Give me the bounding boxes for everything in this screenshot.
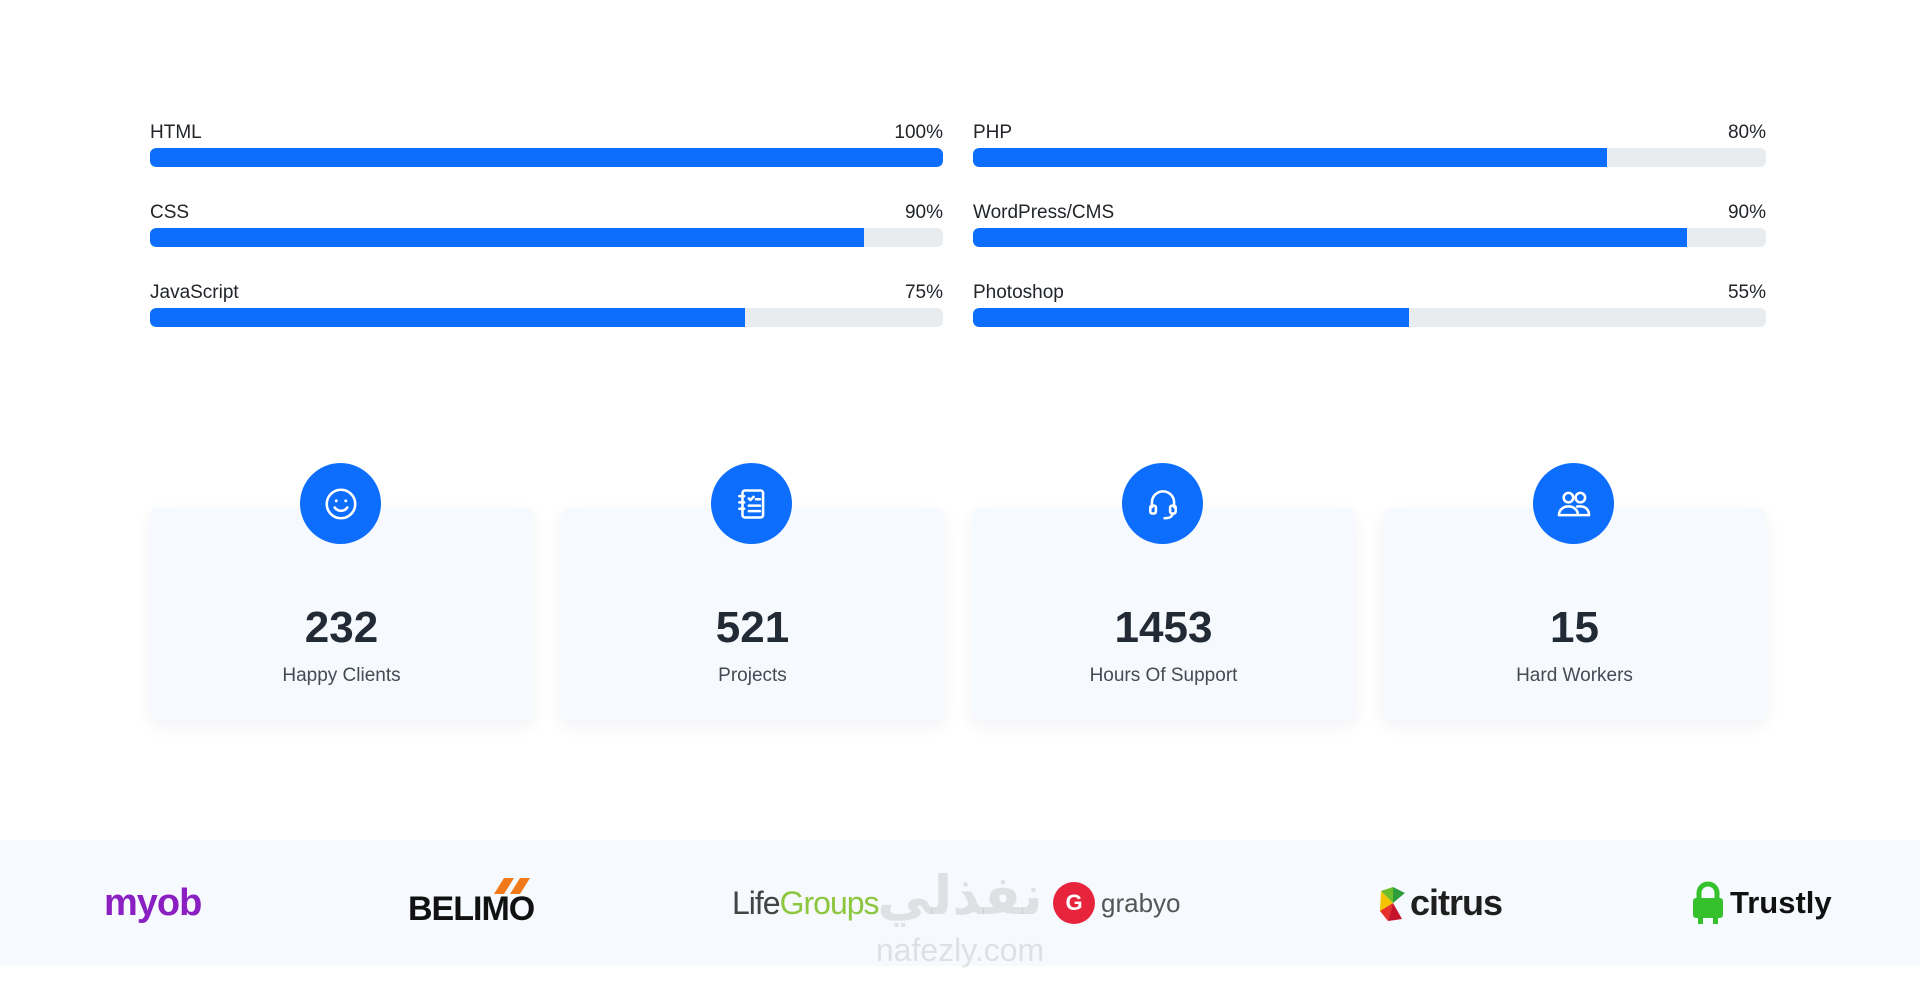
counter-number: 15 (1550, 603, 1599, 652)
skill-percent: 75% (904, 282, 943, 303)
progress-bar (973, 148, 1766, 167)
logo-text: citrus (1410, 882, 1503, 923)
progress-fill (150, 308, 745, 327)
progress-fill (973, 228, 1687, 247)
progress-bar (973, 308, 1766, 327)
counter-number: 232 (304, 603, 379, 652)
counter-projects: 521 Projects (561, 463, 944, 720)
citrus-mark-icon (1380, 887, 1405, 921)
client-logo-belimo[interactable]: BELIMO (408, 840, 535, 966)
client-logo-trustly[interactable]: Trustly (1690, 840, 1832, 966)
counter-label: Projects (718, 665, 787, 686)
logo-text: BELIMO (408, 889, 535, 928)
skill-name: CSS (150, 202, 190, 223)
counter-hours-of-support: 1453 Hours Of Support (972, 463, 1355, 720)
logo-text-life: Life (732, 884, 781, 921)
skill-name: JavaScript (150, 282, 239, 303)
headset-icon (1122, 463, 1203, 544)
progress-fill (150, 228, 864, 247)
skill-photoshop: Photoshop 55% (973, 278, 1766, 358)
progress-bar (150, 228, 943, 247)
skill-php: PHP 80% (973, 118, 1766, 198)
skills-section: HTML 100% CSS 90% JavaScript 75% PHP 80% Wor… (150, 118, 1766, 358)
skill-name: HTML (150, 122, 202, 143)
skill-percent: 80% (1727, 122, 1766, 143)
counter-number: 521 (715, 603, 790, 652)
counter-label: Hours Of Support (1089, 665, 1238, 686)
client-logo-grabyo[interactable]: G grabyo (1053, 840, 1181, 966)
client-logo-myob[interactable]: myob (104, 840, 202, 966)
progress-fill (150, 148, 943, 167)
counter-number: 1453 (1114, 603, 1213, 652)
people-icon (1533, 463, 1614, 544)
logo-text: myob (104, 881, 202, 924)
counters-section: 232 Happy Clients 521 Projects 1453 Hour… (150, 463, 1766, 720)
skill-percent: 90% (1727, 202, 1766, 223)
client-logo-citrus[interactable]: citrus (1378, 840, 1503, 966)
skill-percent: 90% (904, 202, 943, 223)
logo-text: Trustly (1730, 885, 1832, 920)
skill-wordpress-cms: WordPress/CMS 90% (973, 198, 1766, 278)
progress-bar (150, 148, 943, 167)
counter-hard-workers: 15 Hard Workers (1383, 463, 1766, 720)
client-logo-lifegroups[interactable]: Life Groups (732, 840, 880, 966)
skill-name: WordPress/CMS (973, 202, 1115, 223)
belimo-mark-icon (494, 878, 530, 894)
smile-icon (300, 463, 381, 544)
skill-javascript: JavaScript 75% (150, 278, 943, 358)
clients-logos-section: myob BELIMO Life Groups G grabyo citrus T… (0, 840, 1920, 966)
counter-label: Hard Workers (1516, 665, 1633, 686)
counter-label: Happy Clients (282, 665, 401, 686)
journal-list-icon (711, 463, 792, 544)
skill-css: CSS 90% (150, 198, 943, 278)
progress-bar (150, 308, 943, 327)
skills-column-left: HTML 100% CSS 90% JavaScript 75% (150, 118, 943, 358)
trustly-lock-icon (1693, 881, 1723, 924)
grabyo-mark-icon: G (1053, 882, 1095, 924)
skill-percent: 100% (894, 122, 943, 143)
skill-html: HTML 100% (150, 118, 943, 198)
logo-text: grabyo (1101, 887, 1181, 918)
counter-happy-clients: 232 Happy Clients (150, 463, 533, 720)
skill-name: PHP (973, 122, 1013, 143)
skill-percent: 55% (1727, 282, 1766, 303)
skill-name: Photoshop (973, 282, 1064, 303)
progress-bar (973, 228, 1766, 247)
progress-fill (973, 148, 1608, 167)
skills-column-right: PHP 80% WordPress/CMS 90% Photoshop 55% (973, 118, 1766, 358)
progress-fill (973, 308, 1410, 327)
logo-text-groups: Groups (779, 884, 880, 921)
